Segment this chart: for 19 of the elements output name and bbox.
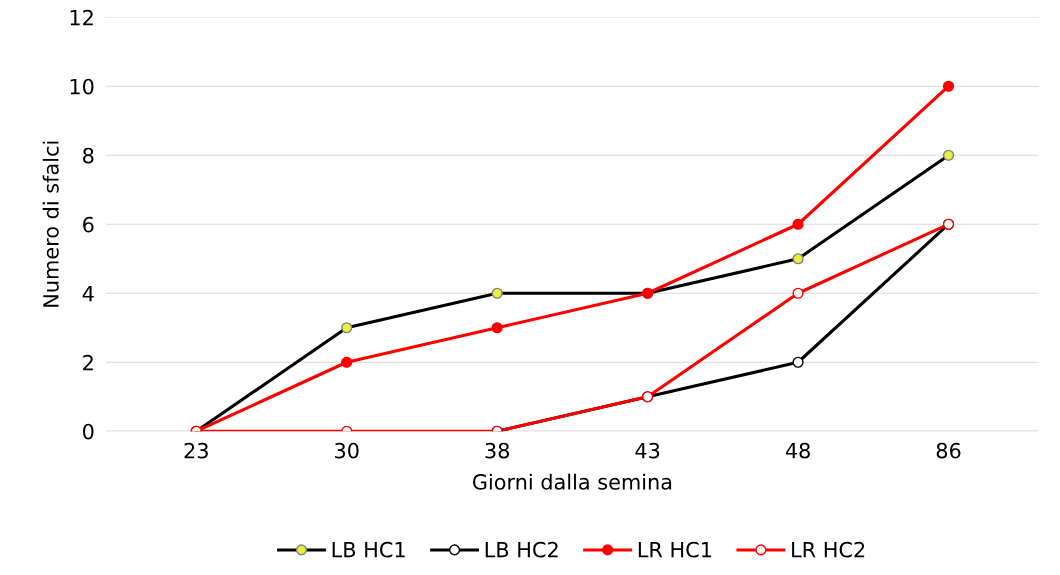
- legend-label: LB HC2: [485, 541, 558, 558]
- y-tick-label: 0: [83, 423, 94, 440]
- y-tick-label: 12: [70, 9, 93, 26]
- x-tick-label: 23: [184, 442, 208, 459]
- x-tick-label: 43: [635, 442, 660, 459]
- y-tick-label: 10: [70, 78, 94, 95]
- legend-label: LB HC1: [332, 541, 405, 558]
- legend-label: LR HC2: [792, 541, 865, 558]
- x-tick-label: 86: [936, 442, 961, 459]
- y-tick-label: 6: [83, 216, 94, 233]
- y-axis-title: Numero di sfalci: [42, 141, 59, 307]
- y-tick-label: 8: [83, 147, 94, 164]
- y-tick-label: 2: [83, 354, 93, 371]
- x-tick-label: 30: [335, 442, 359, 459]
- legend-label: LR HC1: [638, 541, 712, 558]
- x-tick-label: 48: [785, 442, 810, 459]
- y-tick-label: 4: [82, 285, 94, 302]
- x-tick-label: 38: [485, 442, 509, 459]
- x-axis-title: Giorni dalla semina: [472, 473, 672, 490]
